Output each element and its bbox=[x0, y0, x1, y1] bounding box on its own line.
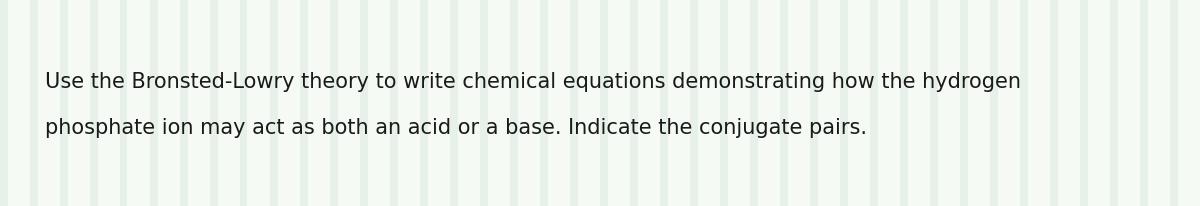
Bar bbox=[466, 0, 473, 206]
Bar bbox=[360, 0, 367, 206]
Bar bbox=[526, 0, 533, 206]
Bar bbox=[916, 0, 923, 206]
Bar bbox=[1066, 0, 1073, 206]
Text: phosphate ion may act as both an acid or a base. Indicate the conjugate pairs.: phosphate ion may act as both an acid or… bbox=[46, 117, 866, 137]
Bar bbox=[134, 0, 143, 206]
Bar bbox=[1050, 0, 1057, 206]
Bar bbox=[646, 0, 653, 206]
Bar bbox=[240, 0, 247, 206]
Bar bbox=[826, 0, 833, 206]
Bar bbox=[60, 0, 67, 206]
Bar bbox=[1034, 0, 1043, 206]
Bar bbox=[46, 0, 53, 206]
Bar bbox=[1186, 0, 1193, 206]
Bar bbox=[796, 0, 803, 206]
Bar bbox=[600, 0, 607, 206]
Bar bbox=[180, 0, 187, 206]
Bar bbox=[750, 0, 757, 206]
Bar bbox=[150, 0, 157, 206]
Bar bbox=[346, 0, 353, 206]
Bar bbox=[734, 0, 743, 206]
Bar bbox=[840, 0, 847, 206]
Bar bbox=[674, 0, 683, 206]
Bar bbox=[1006, 0, 1013, 206]
Bar bbox=[30, 0, 37, 206]
Bar bbox=[14, 0, 23, 206]
Bar bbox=[990, 0, 997, 206]
Bar bbox=[390, 0, 397, 206]
Bar bbox=[540, 0, 547, 206]
Bar bbox=[106, 0, 113, 206]
Bar bbox=[226, 0, 233, 206]
Bar bbox=[900, 0, 907, 206]
Bar bbox=[300, 0, 307, 206]
Bar bbox=[570, 0, 577, 206]
Bar bbox=[766, 0, 773, 206]
Bar bbox=[406, 0, 413, 206]
Bar bbox=[374, 0, 383, 206]
Bar bbox=[194, 0, 203, 206]
Bar bbox=[810, 0, 817, 206]
Bar bbox=[120, 0, 127, 206]
Bar bbox=[0, 0, 7, 206]
Bar bbox=[74, 0, 83, 206]
Bar bbox=[690, 0, 697, 206]
Bar bbox=[706, 0, 713, 206]
Bar bbox=[870, 0, 877, 206]
Bar bbox=[1154, 0, 1163, 206]
Bar bbox=[480, 0, 487, 206]
Bar bbox=[1170, 0, 1177, 206]
Bar bbox=[1080, 0, 1087, 206]
Bar bbox=[420, 0, 427, 206]
Bar bbox=[780, 0, 787, 206]
Bar bbox=[436, 0, 443, 206]
Bar bbox=[960, 0, 967, 206]
Bar bbox=[1126, 0, 1133, 206]
Text: Use the Bronsted-Lowry theory to write chemical equations demonstrating how the : Use the Bronsted-Lowry theory to write c… bbox=[46, 72, 1021, 91]
Bar bbox=[974, 0, 983, 206]
Bar bbox=[1140, 0, 1147, 206]
Bar bbox=[630, 0, 637, 206]
Bar bbox=[330, 0, 337, 206]
Bar bbox=[450, 0, 457, 206]
Bar bbox=[946, 0, 953, 206]
Bar bbox=[930, 0, 937, 206]
Bar bbox=[1096, 0, 1103, 206]
Bar bbox=[256, 0, 263, 206]
Bar bbox=[510, 0, 517, 206]
Bar bbox=[1020, 0, 1027, 206]
Bar bbox=[1110, 0, 1117, 206]
Bar bbox=[314, 0, 323, 206]
Bar bbox=[210, 0, 217, 206]
Bar bbox=[660, 0, 667, 206]
Bar bbox=[854, 0, 863, 206]
Bar bbox=[166, 0, 173, 206]
Bar bbox=[496, 0, 503, 206]
Bar bbox=[720, 0, 727, 206]
Bar bbox=[886, 0, 893, 206]
Bar bbox=[554, 0, 563, 206]
Bar bbox=[586, 0, 593, 206]
Bar bbox=[270, 0, 277, 206]
Bar bbox=[286, 0, 293, 206]
Bar bbox=[616, 0, 623, 206]
Bar bbox=[90, 0, 97, 206]
